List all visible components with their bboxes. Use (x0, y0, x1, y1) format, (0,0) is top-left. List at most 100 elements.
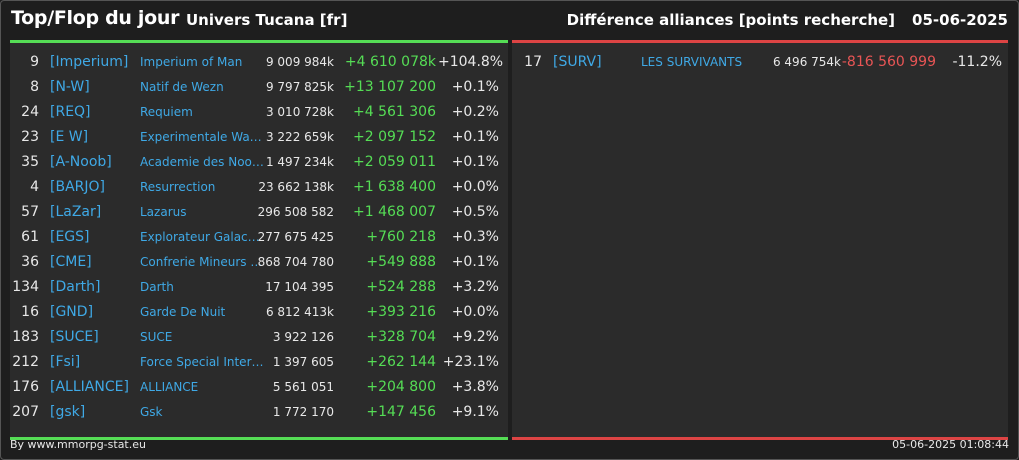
alliance-rank: 35 (21, 154, 39, 170)
footer-timestamp: 05-06-2025 01:08:44 (892, 438, 1009, 451)
alliance-percent: +9.2% (451, 329, 499, 345)
stat-date: 05-06-2025 (912, 11, 1008, 29)
top-row: 183 [SUCE] SUCE 3 922 126 +328 704 +9.2% (10, 325, 508, 350)
alliance-name-link[interactable]: Resurrection (140, 180, 216, 194)
alliance-tag-link[interactable]: [Fsi] (50, 354, 81, 370)
alliance-name-link[interactable]: Explorateur Galacti… (140, 230, 264, 244)
alliance-diff: +4 561 306 (353, 104, 436, 120)
alliance-name-link[interactable]: LES SURVIVANTS (641, 55, 743, 69)
alliance-points: 9 797 825k (265, 80, 334, 94)
top-row: 36 [CME] Confrerie Mineurs … 868 704 780 +54… (10, 250, 508, 275)
alliance-name-link[interactable]: Imperium of Man (140, 55, 243, 69)
alliance-diff: +2 059 011 (353, 154, 436, 170)
top-row: 61 [EGS] Explorateur Galacti… 277 675 425 +7… (10, 225, 508, 250)
alliance-diff: +1 638 400 (353, 179, 436, 195)
alliance-name-link[interactable]: SUCE (140, 330, 173, 344)
alliance-name-link[interactable]: Garde De Nuit (140, 305, 226, 319)
alliance-tag-link[interactable]: [N-W] (50, 79, 90, 95)
alliance-diff: +13 107 200 (344, 79, 436, 95)
flop-panel: 17 [SURV] LES SURVIVANTS 6 496 754k -816 560… (512, 40, 1008, 440)
alliance-tag-link[interactable]: [REQ] (50, 104, 91, 120)
alliance-points: 3 222 659k (265, 130, 334, 144)
panel-divider (509, 40, 511, 437)
alliance-diff: +2 097 152 (353, 129, 436, 145)
alliance-percent: +0.1% (451, 154, 499, 170)
alliance-points: 3 922 126 (272, 330, 334, 344)
top-row: 4 [BARJO] Resurrection 23 662 138k +1 638 40… (10, 175, 508, 200)
alliance-points: 6 496 754k (772, 55, 841, 69)
alliance-percent: +0.1% (451, 129, 499, 145)
alliance-diff: +760 218 (366, 229, 436, 245)
alliance-diff: +1 468 007 (353, 204, 436, 220)
alliance-points: 9 009 984k (265, 55, 334, 69)
alliance-points: 1 497 234k (265, 155, 334, 169)
alliance-points: 6 812 413k (265, 305, 334, 319)
alliance-percent: +0.1% (451, 79, 499, 95)
alliance-rank: 8 (30, 79, 39, 95)
alliance-tag-link[interactable]: [SURV] (553, 54, 602, 70)
alliance-name-link[interactable]: Experimentale Wav… (140, 130, 264, 144)
alliance-diff: +393 216 (366, 304, 436, 320)
alliance-rank: 36 (21, 254, 39, 270)
alliance-name-link[interactable]: Natif de Wezn (140, 80, 224, 94)
top-row: 35 [A-Noob] Academie des Noob… 1 497 234k +2… (10, 150, 508, 175)
server-name: Univers Tucana [fr] (186, 11, 348, 29)
alliance-percent: +0.5% (451, 204, 499, 220)
alliance-percent: +0.2% (451, 104, 499, 120)
alliance-rank: 24 (21, 104, 39, 120)
alliance-percent: +0.0% (451, 179, 499, 195)
alliance-diff: -816 560 999 (841, 54, 936, 70)
top-row: 134 [Darth] Darth 17 104 395 +524 288 +3.2% (10, 275, 508, 300)
alliance-rank: 183 (12, 329, 39, 345)
alliance-tag-link[interactable]: [gsk] (50, 404, 86, 420)
top-row: 176 [ALLIANCE] ALLIANCE 5 561 051 +204 800 +3… (10, 375, 508, 400)
footer-credit: By www.mmorpg-stat.eu (10, 438, 146, 451)
alliance-rank: 134 (12, 279, 39, 295)
alliance-name-link[interactable]: Gsk (140, 405, 163, 419)
alliance-tag-link[interactable]: [GND] (50, 304, 94, 320)
page-title: Top/Flop du jour (11, 7, 180, 29)
alliance-name-link[interactable]: Force Special Inter… (140, 355, 264, 369)
stat-subtitle: Différence alliances [points recherche] (566, 11, 896, 29)
top-row: 16 [GND] Garde De Nuit 6 812 413k +393 216 +0… (10, 300, 508, 325)
alliance-tag-link[interactable]: [E W] (50, 129, 89, 145)
alliance-points: 1 772 170 (272, 405, 334, 419)
alliance-tag-link[interactable]: [CME] (50, 254, 92, 270)
alliance-percent: +0.0% (451, 304, 499, 320)
alliance-tag-link[interactable]: [Imperium] (50, 54, 129, 70)
alliance-tag-link[interactable]: [LaZar] (50, 204, 102, 220)
alliance-name-link[interactable]: Confrerie Mineurs … (140, 255, 263, 269)
alliance-name-link[interactable]: Darth (140, 280, 174, 294)
alliance-rank: 4 (30, 179, 39, 195)
alliance-diff: +549 888 (366, 254, 436, 270)
alliance-percent: -11.2% (952, 54, 1002, 70)
alliance-tag-link[interactable]: [A-Noob] (50, 154, 112, 170)
alliance-points: 277 675 425 (257, 230, 334, 244)
alliance-name-link[interactable]: Requiem (140, 105, 193, 119)
alliance-points: 1 397 605 (272, 355, 334, 369)
alliance-tag-link[interactable]: [Darth] (50, 279, 101, 295)
alliance-name-link[interactable]: ALLIANCE (140, 380, 199, 394)
alliance-percent: +3.2% (451, 279, 499, 295)
alliance-tag-link[interactable]: [ALLIANCE] (50, 379, 129, 395)
alliance-diff: +147 456 (366, 404, 436, 420)
alliance-tag-link[interactable]: [SUCE] (50, 329, 99, 345)
top-row: 57 [LaZar] Lazarus 296 508 582 +1 468 007 +0.… (10, 200, 508, 225)
alliance-tag-link[interactable]: [EGS] (50, 229, 90, 245)
alliance-percent: +3.8% (451, 379, 499, 395)
alliance-name-link[interactable]: Academie des Noob… (140, 155, 264, 169)
alliance-tag-link[interactable]: [BARJO] (50, 179, 105, 195)
alliance-percent: +0.3% (451, 229, 499, 245)
alliance-percent: +23.1% (442, 354, 499, 370)
top-row: 23 [E W] Experimentale Wav… 3 222 659k +2 09… (10, 125, 508, 150)
top-panel: 9 [Imperium] Imperium of Man 9 009 984k +4 6… (10, 40, 508, 440)
alliance-percent: +9.1% (451, 404, 499, 420)
alliance-diff: +4 610 078k (344, 54, 436, 70)
alliance-points: 17 104 395 (265, 280, 334, 294)
alliance-points: 296 508 582 (257, 205, 334, 219)
alliance-diff: +262 144 (366, 354, 436, 370)
alliance-rank: 57 (21, 204, 39, 220)
alliance-rank: 17 (524, 54, 542, 70)
alliance-rank: 212 (12, 354, 39, 370)
alliance-name-link[interactable]: Lazarus (140, 205, 187, 219)
